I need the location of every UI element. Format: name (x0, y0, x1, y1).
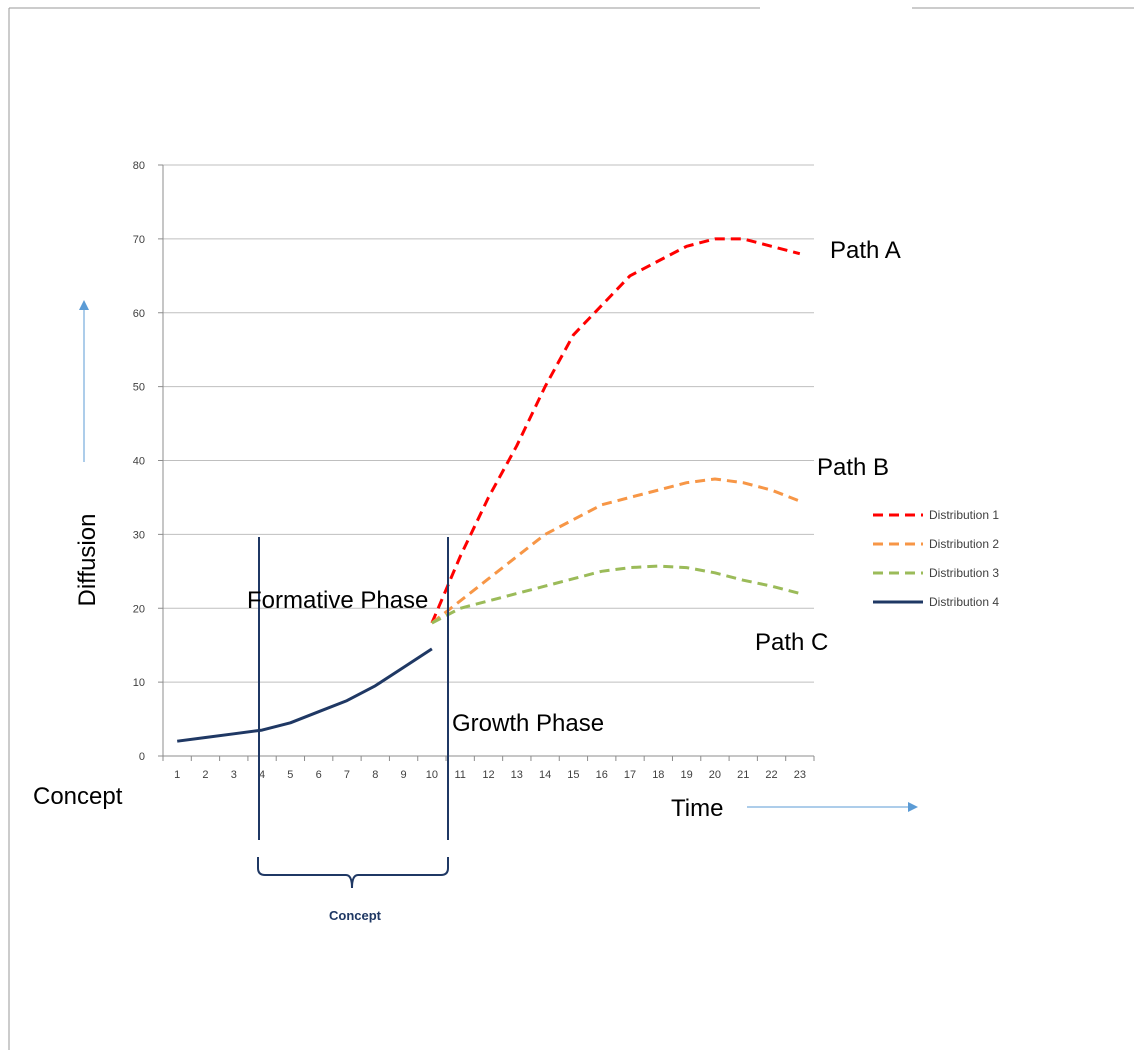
path-a-label: Path A (830, 237, 901, 264)
legend-label: Distribution 4 (929, 595, 999, 609)
y-tick-label: 70 (133, 234, 145, 246)
y-tick-label: 60 (133, 308, 145, 320)
x-tick-label: 9 (401, 769, 407, 781)
series-line-distribution-4 (177, 647, 433, 743)
y-tick-label: 0 (139, 751, 145, 763)
x-tick-label: 5 (287, 769, 293, 781)
x-tick-label: 12 (482, 769, 494, 781)
x-tick-label: 20 (709, 769, 721, 781)
y-axis-label: Diffusion (74, 514, 101, 607)
bracket-label: Concept (329, 908, 382, 923)
growth-phase-label: Growth Phase (452, 710, 604, 737)
y-tick-label: 40 (133, 456, 145, 468)
x-tick-label: 19 (681, 769, 693, 781)
y-tick-label: 30 (133, 529, 145, 541)
x-tick-label: 3 (231, 769, 237, 781)
series-lines (177, 237, 801, 743)
x-tick-label: 13 (511, 769, 523, 781)
x-tick-label: 17 (624, 769, 636, 781)
series-line-distribution-3 (431, 564, 801, 625)
concept-label: Concept (33, 783, 123, 810)
x-tick-label: 1 (174, 769, 180, 781)
x-tick-label: 8 (372, 769, 378, 781)
y-tick-label: 80 (133, 160, 145, 172)
path-c-label: Path C (755, 629, 828, 656)
formative-phase-label: Formative Phase (247, 587, 428, 614)
x-tick-label: 4 (259, 769, 265, 781)
gridlines (163, 164, 814, 683)
y-tick-labels: 0 10 20 30 40 50 60 70 80 (133, 160, 163, 763)
x-tick-label: 21 (737, 769, 749, 781)
x-axis-label: Time (671, 795, 723, 822)
x-tick-label: 14 (539, 769, 551, 781)
x-tick-label: 7 (344, 769, 350, 781)
concept-bracket (257, 857, 449, 889)
legend-label: Distribution 3 (929, 566, 999, 580)
series-line-distribution-1 (430, 237, 801, 624)
y-tick-label: 10 (133, 677, 145, 689)
x-tick-label: 16 (596, 769, 608, 781)
x-tick-label: 15 (567, 769, 579, 781)
x-tick-label: 11 (454, 769, 465, 781)
x-tick-label: 18 (652, 769, 664, 781)
x-tick-label: 6 (316, 769, 322, 781)
x-tick-labels: 1 2 3 4 5 6 7 8 9 10 11 12 13 14 15 16 17 18 19 20 21 22 23 (162, 756, 815, 781)
x-tick-label: 22 (765, 769, 777, 781)
legend: Distribution 1 Distribution 2 Distribution… (873, 508, 999, 609)
y-tick-label: 50 (133, 382, 145, 394)
legend-label: Distribution 2 (929, 537, 999, 551)
y-tick-label: 20 (133, 603, 145, 615)
x-tick-label: 10 (426, 769, 438, 781)
x-tick-label: 23 (794, 769, 806, 781)
x-tick-label: 2 (202, 769, 208, 781)
legend-label: Distribution 1 (929, 508, 999, 522)
path-b-label: Path B (817, 454, 889, 481)
